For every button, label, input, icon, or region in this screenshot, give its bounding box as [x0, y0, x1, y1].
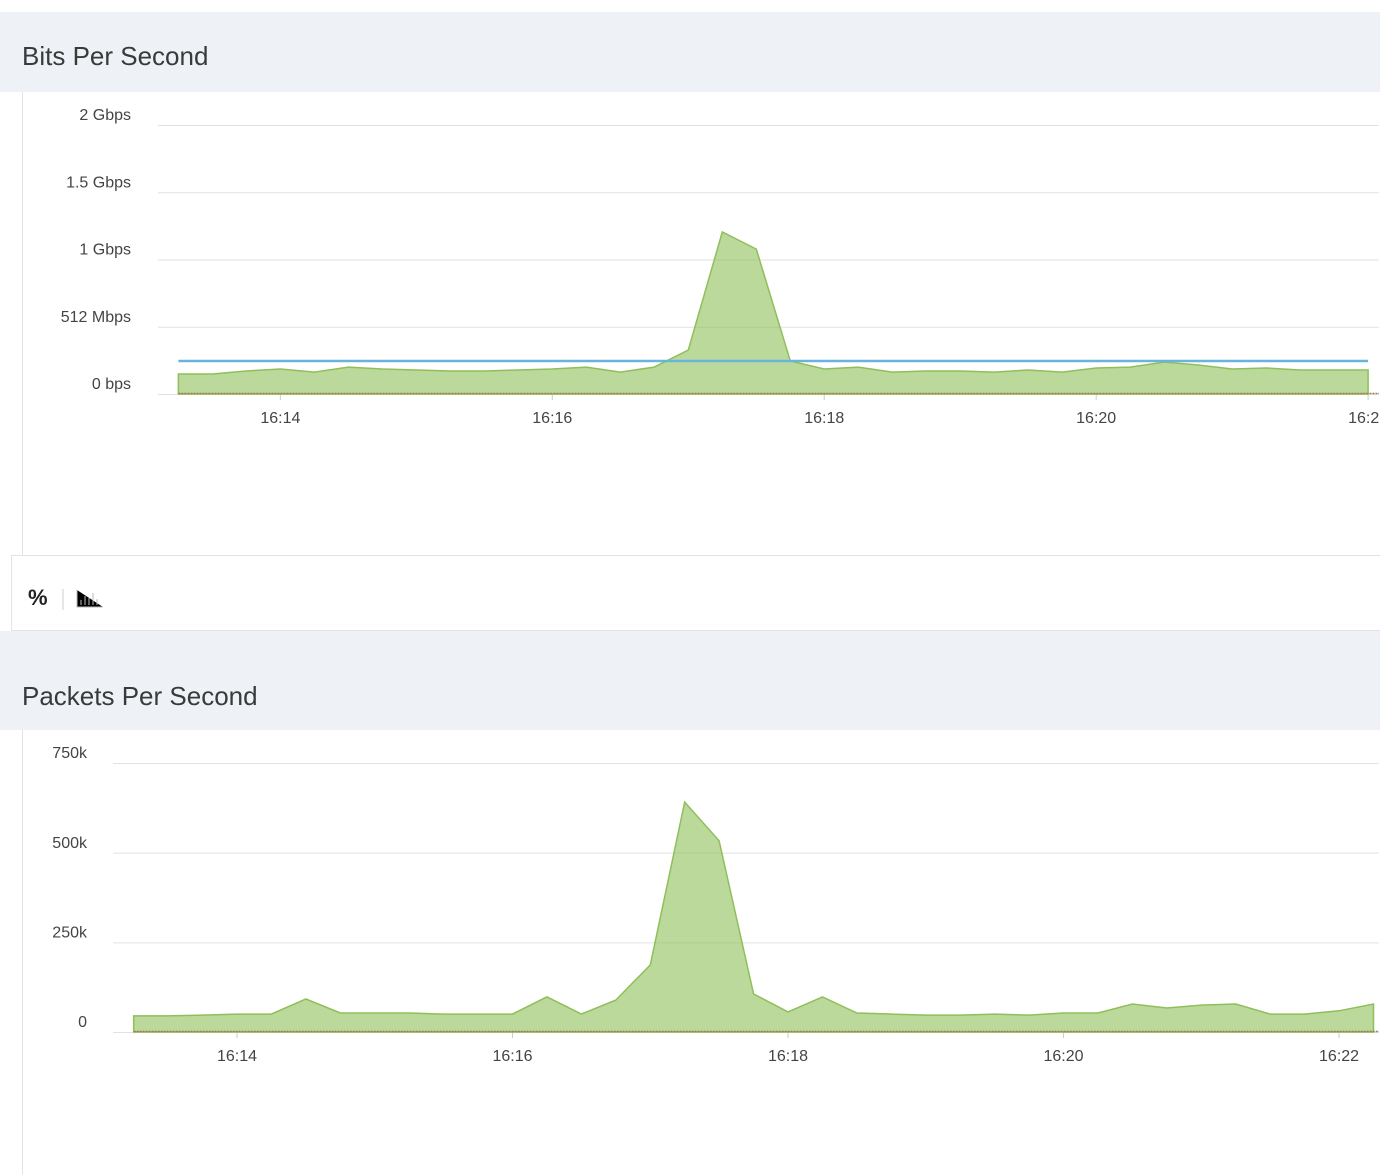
x-tick-label: 16:20 [1076, 410, 1116, 427]
panel-header [0, 12, 1380, 92]
y-tick-label: 512 Mbps [61, 309, 131, 326]
x-tick-label: 16:14 [260, 410, 300, 427]
x-tick-label: 16:18 [804, 410, 844, 427]
toolbar [11, 555, 1380, 631]
y-tick-label: 2 Gbps [79, 107, 131, 124]
chart-title: Packets Per Second [22, 681, 258, 711]
x-tick-label: 16:16 [492, 1048, 532, 1065]
y-tick-label: 250k [52, 925, 88, 942]
percent-toggle[interactable]: % [28, 585, 48, 610]
area [177, 230, 1369, 395]
x-tick-label: 16:16 [532, 410, 572, 427]
y-tick-label: 500k [52, 835, 88, 852]
y-tick-label: 750k [52, 745, 88, 762]
y-tick-label: 0 bps [92, 376, 131, 393]
y-tick-label: 1.5 Gbps [66, 174, 131, 191]
y-tick-label: 0 [78, 1014, 87, 1031]
x-tick-label: 16:20 [1044, 1048, 1084, 1065]
x-tick-label: 16:18 [768, 1048, 808, 1065]
y-tick-label: 1 Gbps [79, 242, 131, 259]
area [132, 800, 1375, 1033]
x-tick-label: 16:14 [217, 1048, 257, 1065]
chart-title: Bits Per Second [22, 41, 208, 71]
x-tick-label: 16:22 [1319, 1048, 1359, 1065]
x-tick-label: 16:22 [1348, 410, 1380, 427]
panel-header [0, 631, 1380, 730]
bar-chart-toggle[interactable] [76, 590, 103, 608]
